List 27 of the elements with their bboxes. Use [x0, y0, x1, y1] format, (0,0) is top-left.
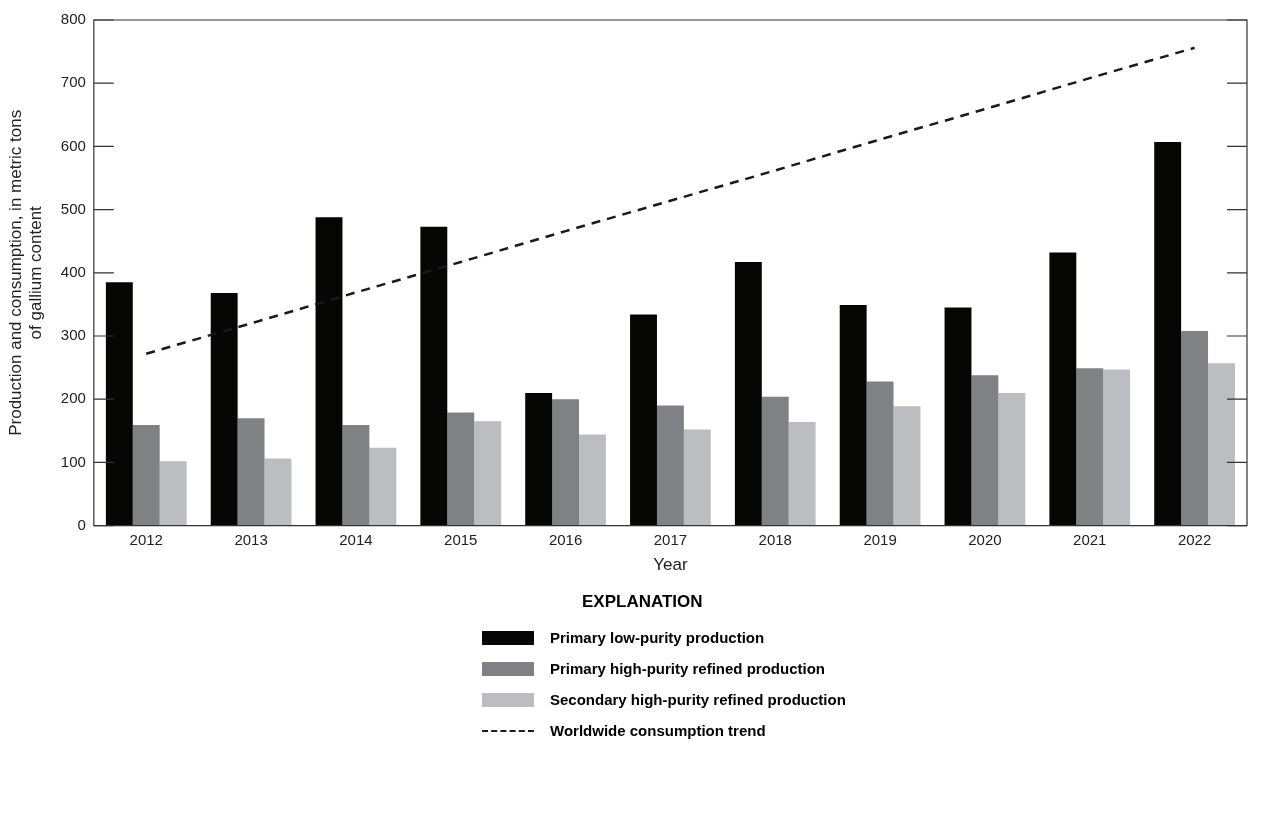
x-axis-title: Year: [653, 555, 688, 575]
x-tick-label: 2014: [339, 530, 373, 548]
x-tick-label: 2013: [234, 530, 268, 548]
legend-title: EXPLANATION: [582, 592, 704, 612]
x-tick-label: 2022: [1177, 530, 1212, 548]
y-tick-label: 400: [60, 262, 86, 280]
y-tick-label: 800: [60, 10, 86, 28]
x-tick-label: 2019: [863, 530, 897, 548]
legend-label: Primary low-purity production: [550, 629, 765, 646]
y-tick-label: 200: [60, 389, 86, 407]
x-tick-label: 2017: [653, 530, 688, 548]
x-tick-label: 2015: [444, 530, 478, 548]
y-tick-label: 700: [60, 73, 86, 91]
legend-label: Primary high-purity refined production: [550, 660, 826, 677]
x-tick-label: 2020: [968, 530, 1002, 548]
x-tick-label: 2012: [129, 530, 163, 548]
legend-label: Secondary high-purity refined production: [550, 691, 846, 708]
y-tick-label: 0: [77, 515, 86, 533]
y-tick-label: 300: [60, 326, 86, 344]
x-tick-label: 2016: [548, 530, 583, 548]
legend-label: Worldwide consumption trend: [550, 722, 766, 739]
y-tick-label: 100: [60, 452, 86, 470]
y-tick-label: 500: [60, 199, 86, 217]
y-axis-title: Production and consumption, in metric tons of gallium content: [5, 109, 46, 436]
x-tick-label: 2021: [1073, 530, 1107, 548]
x-tick-label: 2018: [758, 530, 792, 548]
y-tick-label: 600: [60, 136, 86, 154]
